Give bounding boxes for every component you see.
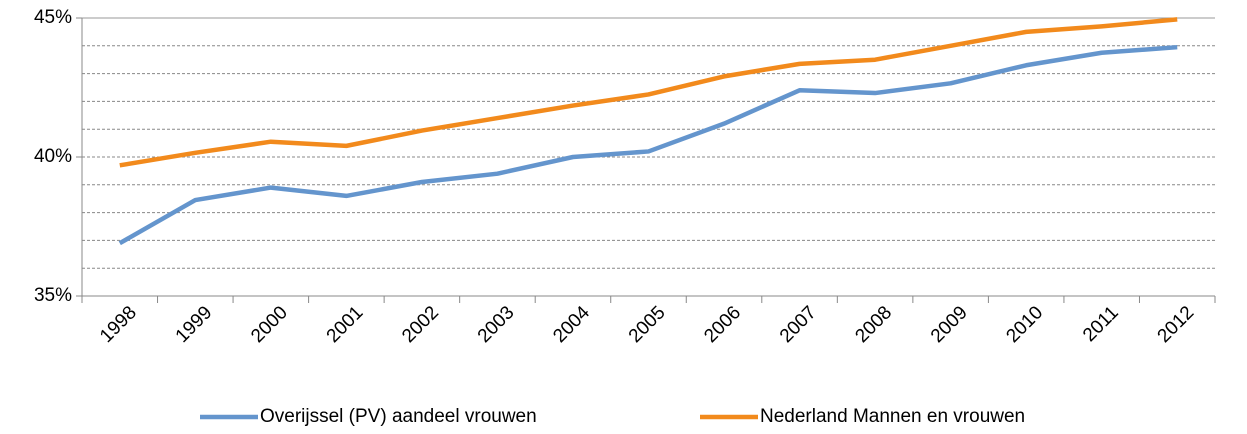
series-line [118,44,1178,246]
x-tick-label: 1999 [172,302,217,347]
y-tick-label: 35% [34,285,72,306]
x-tick-label: 2010 [1003,302,1048,347]
x-tick-label: 2008 [851,302,896,347]
x-tick-label: 2004 [549,302,594,347]
x-tick-label: 2012 [1154,302,1199,347]
x-tick-label: 2000 [247,302,292,347]
x-tick-label: 2005 [625,302,670,347]
x-tick-label: 2007 [776,302,821,347]
y-tick-label: 40% [34,146,72,167]
x-tick-label: 2009 [927,302,972,347]
legend-label: Overijssel (PV) aandeel vrouwen [260,406,537,427]
y-tick-label: 45% [34,7,72,28]
x-tick-label: 2001 [323,302,368,347]
series-line [119,17,1178,168]
legend-label: Nederland Mannen en vrouwen [760,406,1025,427]
x-tick-label: 1998 [96,302,141,347]
x-tick-label: 2011 [1079,302,1123,346]
x-tick-label: 2003 [474,302,519,347]
x-tick-label: 2002 [398,302,443,347]
x-tick-label: 2006 [700,302,745,347]
